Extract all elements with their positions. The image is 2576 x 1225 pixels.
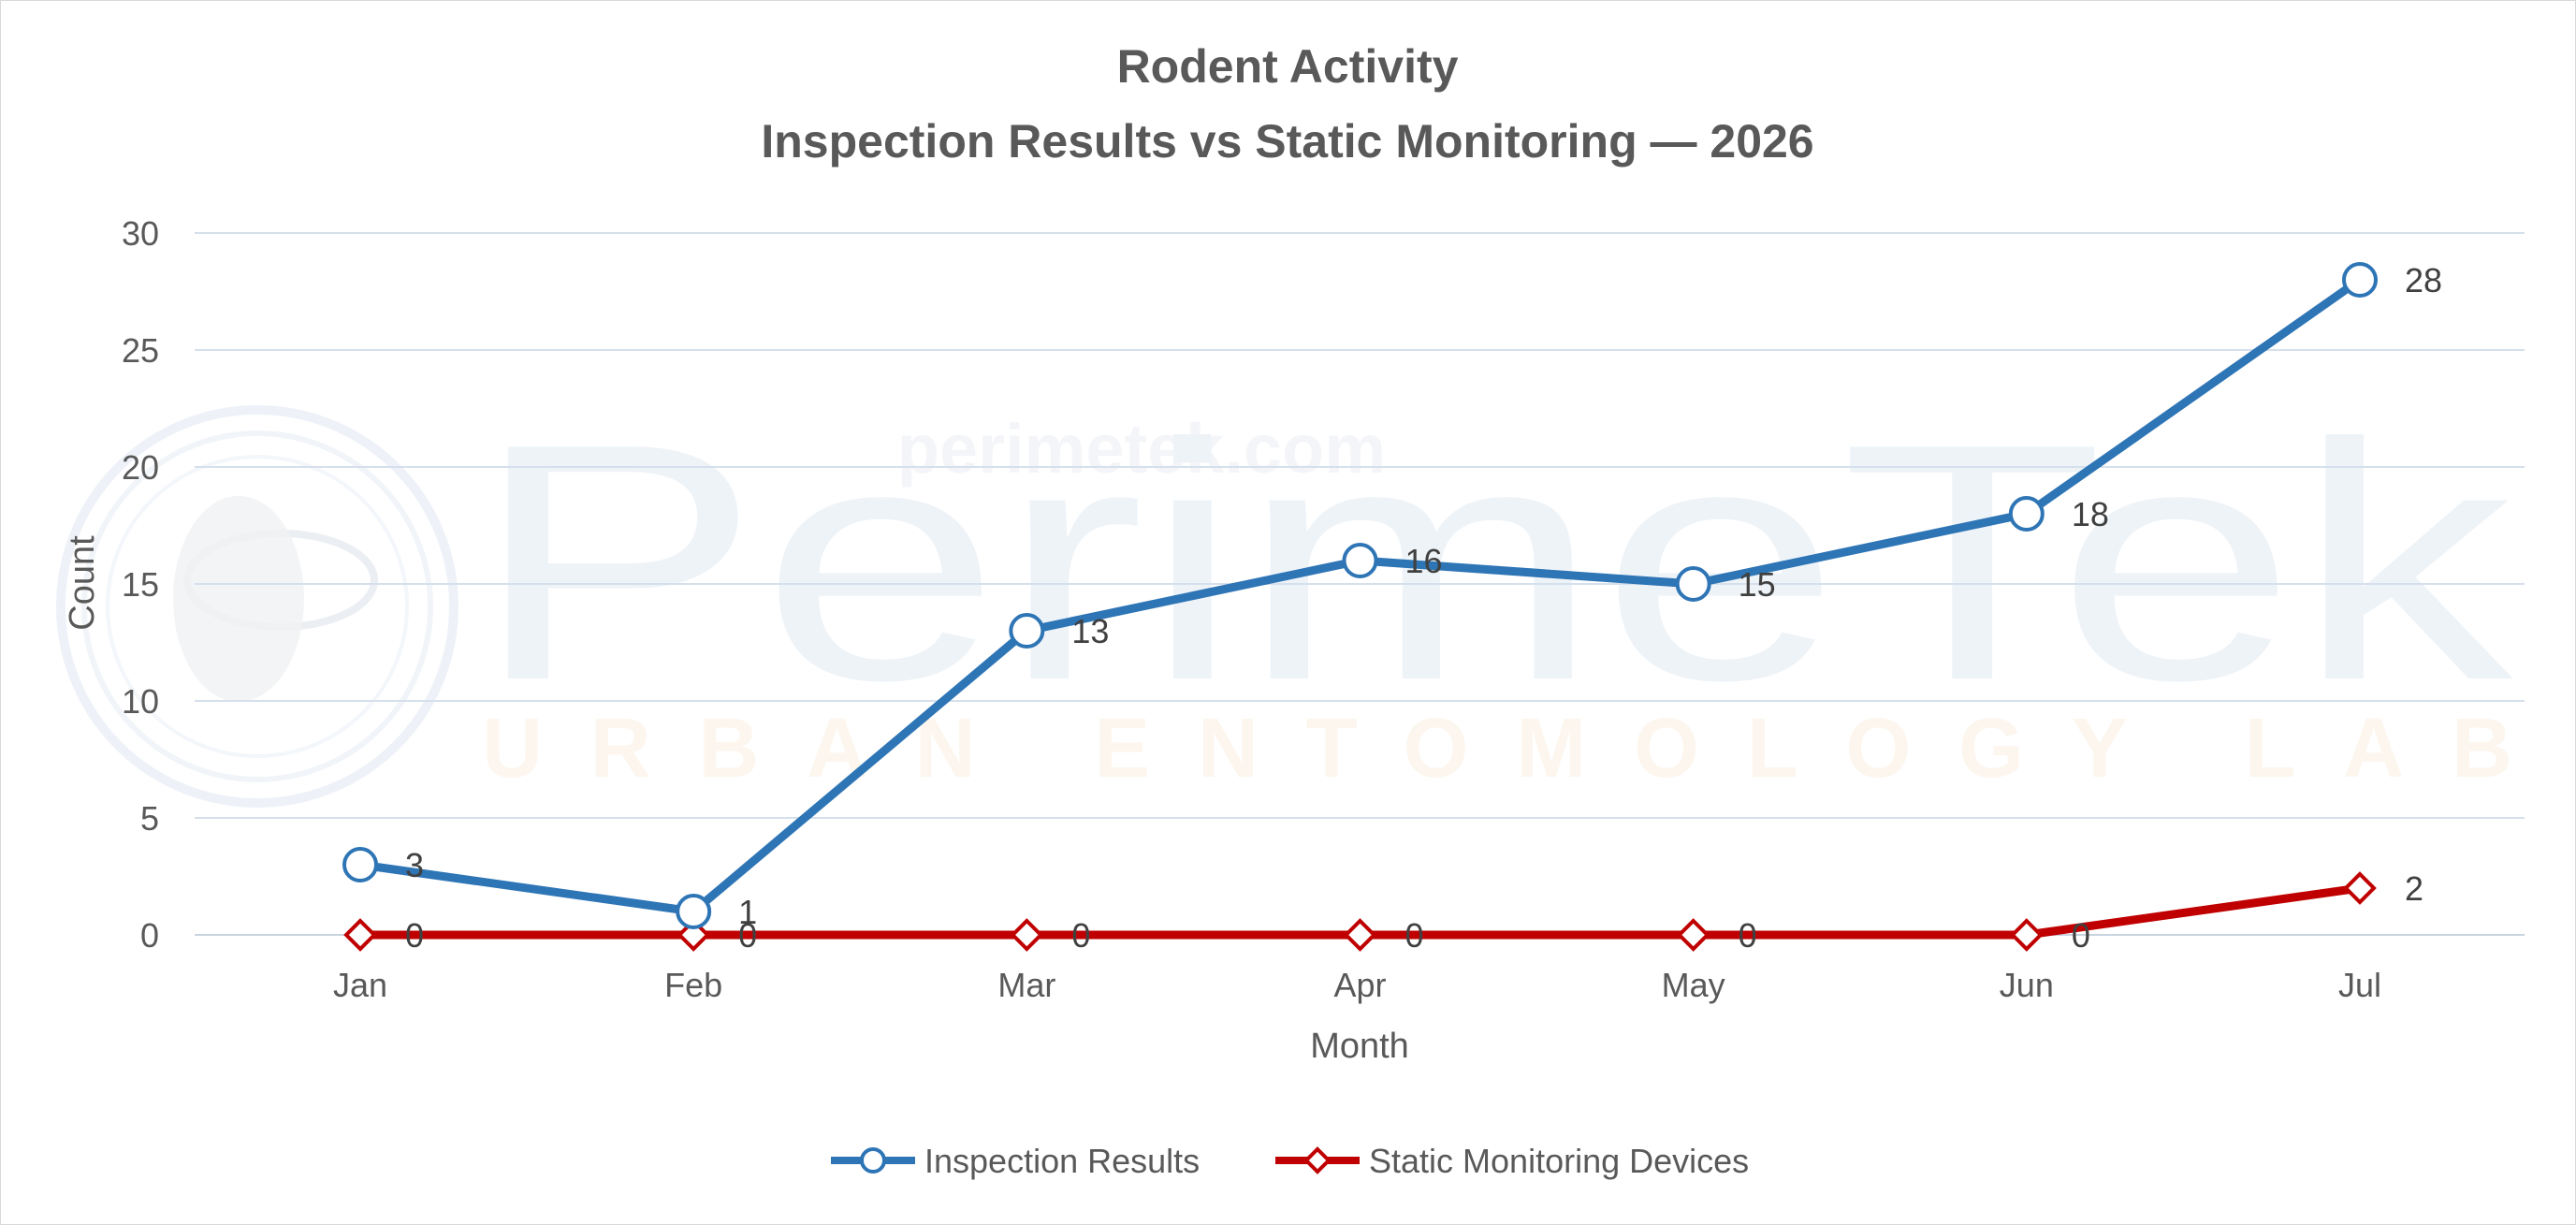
y-tick-label: 20 [122, 448, 159, 487]
data-point-inspection-results [342, 847, 378, 882]
x-tick-label: Apr [1333, 966, 1386, 1004]
data-point-inspection-results [1342, 543, 1378, 578]
data-label-static-monitoring-devices: 0 [1405, 916, 1424, 955]
data-label-static-monitoring-devices: 0 [738, 916, 757, 955]
legend-marker-inspection-results [860, 1147, 886, 1174]
legend-label-static-monitoring: Static Monitoring Devices [1369, 1142, 1749, 1180]
watermark-url: perimetek.com [897, 410, 1386, 488]
data-label-inspection-results: 28 [2405, 261, 2442, 299]
watermark-logo-icon [56, 405, 458, 808]
data-label-static-monitoring-devices: 0 [405, 916, 424, 955]
y-axis-title: Count [63, 535, 102, 631]
legend: Inspection Results Static Monitoring Dev… [831, 1142, 1749, 1180]
series-markers [342, 262, 2378, 952]
data-label-static-monitoring-devices: 0 [1739, 916, 1757, 955]
data-label-inspection-results: 3 [405, 846, 424, 884]
watermark-brand: PerimeTek [473, 374, 2519, 751]
data-point-inspection-results [1675, 566, 1711, 602]
data-label-static-monitoring-devices: 2 [2405, 869, 2423, 908]
y-tick-label: 30 [122, 214, 159, 253]
data-point-static-monitoring-devices [1010, 918, 1044, 952]
chart-subtitle: Inspection Results vs Static Monitoring … [761, 115, 1813, 168]
y-tick-label: 10 [122, 682, 159, 721]
data-label-inspection-results: 16 [1405, 542, 1443, 580]
data-point-inspection-results [676, 894, 712, 929]
data-label-inspection-results: 18 [2072, 495, 2109, 533]
watermark: perimetek.com PerimeTek URBAN ENTOMOLOGY… [56, 374, 2519, 808]
data-label-inspection-results: 13 [1071, 612, 1109, 650]
x-tick-label: May [1662, 966, 1725, 1004]
x-tick-label: Jul [2338, 966, 2381, 1004]
y-tick-label: 15 [122, 565, 159, 604]
legend-item-inspection-results: Inspection Results [831, 1142, 1200, 1180]
data-point-static-monitoring-devices [1676, 918, 1710, 952]
chart-title: Rodent Activity [1117, 40, 1459, 93]
data-label-inspection-results: 15 [1739, 565, 1776, 604]
x-tick-label: Mar [997, 966, 1055, 1004]
data-point-static-monitoring-devices [343, 918, 377, 952]
data-point-static-monitoring-devices [2010, 918, 2044, 952]
data-label-inspection-results: 1 [738, 893, 757, 931]
data-point-static-monitoring-devices [1343, 918, 1377, 952]
x-tick-label: Feb [664, 966, 722, 1004]
y-tick-label: 0 [140, 916, 159, 955]
gridlines [195, 232, 2525, 936]
x-tick-label: Jun [2000, 966, 2054, 1004]
legend-item-static-monitoring: Static Monitoring Devices [1275, 1142, 1749, 1180]
y-tick-label: 25 [122, 331, 159, 370]
data-point-inspection-results [1009, 613, 1045, 649]
data-point-static-monitoring-devices [677, 918, 710, 952]
x-axis-title: Month [1310, 1027, 1409, 1066]
legend-label-inspection-results: Inspection Results [924, 1142, 1200, 1180]
data-point-inspection-results [2342, 262, 2378, 298]
y-axis-ticks: 0 5 10 15 20 25 30 [122, 214, 159, 955]
data-point-inspection-results [2008, 496, 2045, 532]
legend-marker-static-monitoring [1303, 1146, 1332, 1174]
data-labels: 0 0 0 0 0 0 2 3 1 13 16 15 18 28 [405, 261, 2442, 955]
data-point-static-monitoring-devices [2343, 871, 2377, 905]
data-label-static-monitoring-devices: 0 [2072, 916, 2090, 955]
data-label-static-monitoring-devices: 0 [1071, 916, 1090, 955]
y-tick-label: 5 [140, 799, 159, 838]
x-tick-label: Jan [333, 966, 387, 1004]
x-axis-ticks: Jan Feb Mar Apr May Jun Jul [333, 966, 2381, 1004]
